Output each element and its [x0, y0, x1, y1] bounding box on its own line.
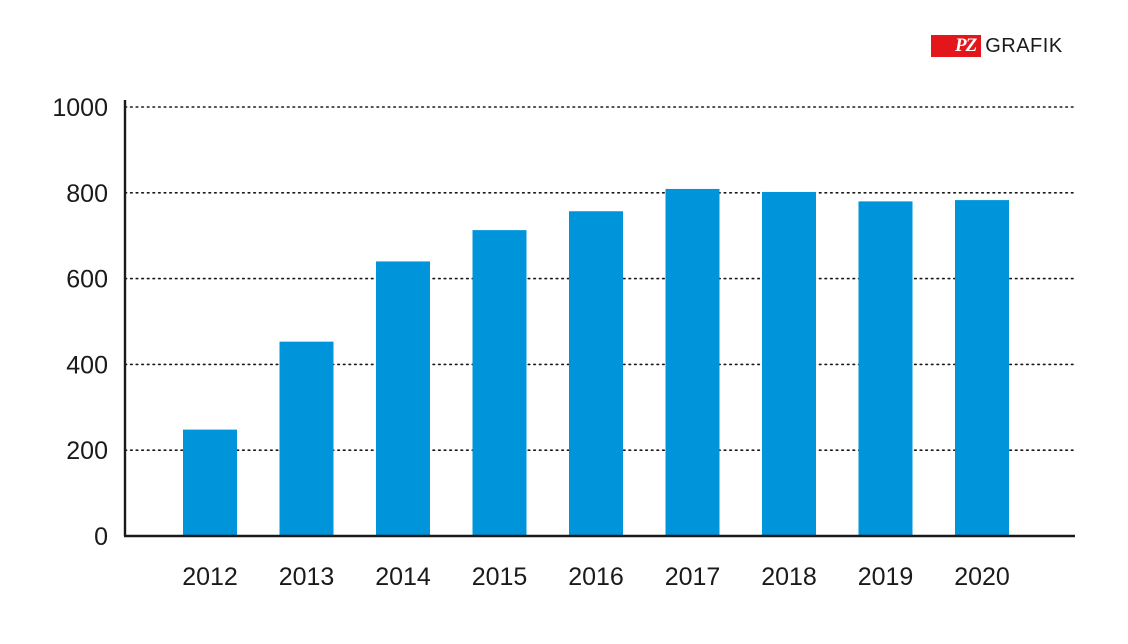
x-tick-label-2017: 2017 — [665, 563, 721, 591]
y-tick-label-600: 600 — [66, 266, 108, 294]
y-tick-label-800: 800 — [66, 180, 108, 208]
y-tick-labels: 0 200 400 600 800 1000 — [52, 94, 108, 551]
bar-2015 — [472, 230, 527, 537]
bar-2016 — [569, 211, 623, 536]
bar-2020 — [955, 200, 1009, 536]
x-tick-label-2019: 2019 — [858, 563, 914, 591]
bar-2012 — [183, 429, 237, 536]
bar-2018 — [762, 191, 816, 536]
x-tick-label-2020: 2020 — [954, 563, 1010, 591]
x-tick-label-2018: 2018 — [761, 563, 817, 591]
x-tick-label-2012: 2012 — [182, 563, 238, 591]
publisher-logo: PZ GRAFIK — [931, 35, 1063, 57]
x-tick-label-2014: 2014 — [375, 563, 431, 591]
bar-2013 — [279, 341, 334, 536]
y-tick-label-400: 400 — [66, 351, 108, 379]
bars — [183, 188, 1009, 537]
bar-2019 — [858, 201, 913, 536]
logo-text: GRAFIK — [985, 35, 1063, 57]
x-tick-label-2013: 2013 — [279, 563, 335, 591]
x-tick-label-2015: 2015 — [472, 563, 528, 591]
y-tick-label-200: 200 — [66, 437, 108, 465]
logo-badge: PZ — [931, 35, 982, 57]
bar-2017 — [665, 188, 720, 536]
y-tick-label-0: 0 — [94, 523, 108, 551]
x-tick-labels: 2012 2013 2014 2015 2016 2017 2018 2019 2020 — [182, 563, 1010, 591]
axes — [123, 100, 1075, 538]
y-tick-label-1000: 1000 — [52, 94, 108, 122]
x-tick-label-2016: 2016 — [568, 563, 624, 591]
bar-2014 — [376, 261, 430, 536]
